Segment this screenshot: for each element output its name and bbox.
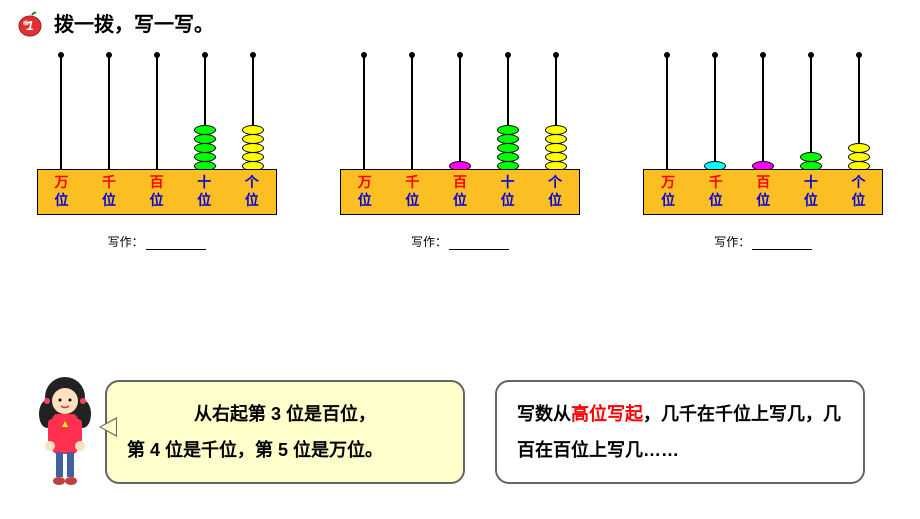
page-title: 拨一拨，写一写。 [54,8,214,37]
rod [507,55,509,170]
place-label: 万位 [38,173,86,209]
rod [858,55,860,170]
answer-blank[interactable] [146,249,206,250]
rod [762,55,764,170]
abacus-row: 万位千位百位十位个位写作：万位千位百位十位个位写作：万位千位百位十位个位写作： [0,45,920,250]
place-label: 十位 [787,173,835,209]
place-label: 百位 [740,173,788,209]
place-label: 千位 [85,173,133,209]
write-label: 写作： [714,233,812,250]
bottom-area: 从右起第 3 位是百位， 第 4 位是千位，第 5 位是万位。 写数从高位写起，… [0,369,920,489]
svg-text:1: 1 [26,18,33,33]
place-label: 千位 [389,173,437,209]
abacus-2: 万位千位百位十位个位写作： [340,55,580,250]
place-label: 个位 [228,173,276,209]
rod [459,55,461,170]
place-label: 个位 [835,173,883,209]
write-label: 写作： [411,233,509,250]
bubble2-part1: 写数从 [517,404,571,424]
write-label: 写作： [108,233,206,250]
rod [363,55,365,170]
place-label: 十位 [484,173,532,209]
rod [714,55,716,170]
rod [204,55,206,170]
bubble1-line1: 从右起第 3 位是百位， [127,396,443,432]
speech-bubble-1: 从右起第 3 位是百位， 第 4 位是千位，第 5 位是万位。 [105,380,465,484]
header: 1 拨一拨，写一写。 [0,0,920,45]
place-label: 万位 [644,173,692,209]
abacus-3: 万位千位百位十位个位写作： [643,55,883,250]
abacus-1: 万位千位百位十位个位写作： [37,55,277,250]
abacus-frame: 万位千位百位十位个位 [37,169,277,215]
apple-icon: 1 [16,9,44,37]
abacus-frame: 万位千位百位十位个位 [340,169,580,215]
bubble1-line2: 第 4 位是千位，第 5 位是万位。 [127,432,443,468]
rod [666,55,668,170]
rod [252,55,254,170]
answer-blank[interactable] [752,249,812,250]
answer-blank[interactable] [449,249,509,250]
place-label: 百位 [436,173,484,209]
rod [156,55,158,170]
rod [411,55,413,170]
place-label: 千位 [692,173,740,209]
rod [810,55,812,170]
rod [555,55,557,170]
speech-bubble-2: 写数从高位写起，几千在千位上写几，几百在百位上写几…… [495,380,865,484]
abacus-frame: 万位千位百位十位个位 [643,169,883,215]
place-label: 百位 [133,173,181,209]
place-label: 个位 [531,173,579,209]
place-label: 十位 [180,173,228,209]
rod [60,55,62,170]
rod [108,55,110,170]
bubble2-highlight: 高位写起 [571,404,643,424]
place-label: 万位 [341,173,389,209]
